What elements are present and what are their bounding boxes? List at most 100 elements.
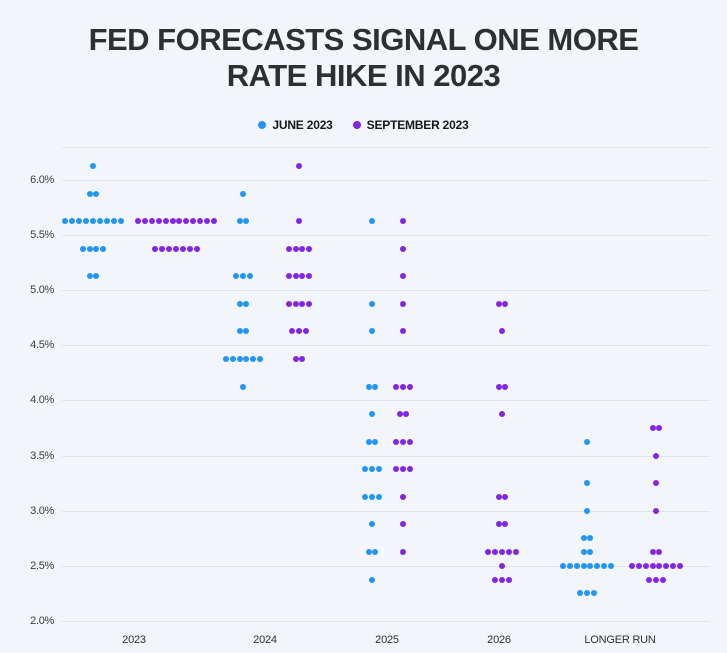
gridline: [62, 180, 710, 181]
forecast-dot: [656, 562, 663, 569]
forecast-dot: [186, 245, 193, 252]
forecast-dot: [197, 218, 204, 225]
forecast-dot: [393, 438, 400, 445]
forecast-dot: [365, 549, 372, 556]
forecast-dot: [403, 411, 410, 418]
forecast-dot: [236, 328, 243, 335]
forecast-dot: [642, 562, 649, 569]
forecast-dot: [499, 549, 505, 556]
y-axis-tick-label: 5.5%: [30, 229, 54, 241]
forecast-dot: [400, 300, 406, 307]
forecast-dot: [110, 218, 117, 225]
forecast-dot: [243, 328, 250, 335]
forecast-dot: [502, 383, 509, 390]
x-axis-label: 2023: [122, 634, 146, 646]
forecast-dot: [396, 411, 403, 418]
forecast-dot: [584, 507, 590, 514]
x-axis-label: 2025: [375, 634, 399, 646]
legend-item-june-2023: JUNE 2023: [258, 118, 333, 132]
forecast-dot: [176, 218, 183, 225]
forecast-dot: [292, 300, 299, 307]
forecast-dot: [76, 218, 83, 225]
forecast-dot: [96, 218, 103, 225]
forecast-dot: [306, 273, 313, 280]
forecast-dot: [375, 466, 382, 473]
forecast-dot: [372, 438, 379, 445]
forecast-dot: [117, 218, 124, 225]
forecast-dot: [635, 562, 642, 569]
forecast-dot: [240, 190, 246, 197]
legend-label: SEPTEMBER 2023: [366, 118, 469, 132]
forecast-dot: [659, 576, 666, 583]
forecast-dot: [393, 383, 400, 390]
forecast-dot: [292, 273, 299, 280]
forecast-dot: [90, 218, 96, 225]
forecast-dot: [406, 383, 413, 390]
forecast-dot: [236, 356, 243, 363]
y-axis-tick-label: 2.5%: [30, 560, 54, 572]
forecast-dot: [499, 328, 505, 335]
forecast-dot: [502, 300, 509, 307]
forecast-dot: [306, 245, 313, 252]
forecast-dot: [406, 438, 413, 445]
forecast-dot: [93, 190, 100, 197]
forecast-dot: [299, 273, 306, 280]
forecast-dot: [289, 328, 296, 335]
chart-legend: JUNE 2023 SEPTEMBER 2023: [0, 118, 727, 132]
forecast-dot: [559, 562, 566, 569]
forecast-dot: [577, 590, 584, 597]
forecast-dot: [86, 245, 93, 252]
forecast-dot: [190, 218, 197, 225]
forecast-dot: [302, 328, 309, 335]
forecast-dot: [492, 549, 499, 556]
forecast-dot: [646, 576, 653, 583]
forecast-dot: [584, 590, 590, 597]
forecast-dot: [86, 190, 93, 197]
forecast-dot: [590, 590, 597, 597]
forecast-dot: [608, 562, 615, 569]
forecast-dot: [285, 273, 292, 280]
forecast-dot: [566, 562, 573, 569]
forecast-dot: [653, 480, 659, 487]
forecast-dot: [499, 576, 505, 583]
forecast-dot: [369, 218, 375, 225]
forecast-dot: [584, 480, 590, 487]
forecast-dot: [159, 245, 166, 252]
forecast-dot: [375, 493, 382, 500]
forecast-dot: [362, 493, 369, 500]
forecast-dot: [169, 218, 176, 225]
forecast-dot: [79, 245, 86, 252]
forecast-dot: [400, 438, 406, 445]
forecast-dot: [372, 549, 379, 556]
forecast-dot: [505, 576, 512, 583]
legend-label: JUNE 2023: [272, 118, 333, 132]
forecast-dot: [162, 218, 169, 225]
forecast-dot: [649, 424, 656, 431]
forecast-dot: [292, 245, 299, 252]
forecast-dot: [495, 493, 502, 500]
gridline: [62, 290, 710, 291]
forecast-dot: [653, 507, 659, 514]
forecast-dot: [495, 300, 502, 307]
forecast-dot: [93, 245, 100, 252]
forecast-dot: [369, 411, 375, 418]
forecast-dot: [103, 218, 110, 225]
forecast-dot: [495, 521, 502, 528]
forecast-dot: [299, 300, 306, 307]
forecast-dot: [285, 245, 292, 252]
page-title: FED FORECASTS SIGNAL ONE MORE RATE HIKE …: [0, 22, 727, 94]
forecast-dot: [183, 218, 190, 225]
forecast-dot: [296, 218, 302, 225]
forecast-dot: [155, 218, 162, 225]
forecast-dot: [594, 562, 601, 569]
plot-top-border: [62, 147, 710, 148]
x-axis-label: 2024: [253, 634, 277, 646]
forecast-dot: [141, 218, 148, 225]
forecast-dot: [306, 300, 313, 307]
forecast-dot: [152, 245, 159, 252]
forecast-dot: [656, 549, 663, 556]
forecast-dot: [601, 562, 608, 569]
forecast-dot: [240, 383, 246, 390]
y-axis-tick-label: 2.0%: [30, 615, 54, 627]
